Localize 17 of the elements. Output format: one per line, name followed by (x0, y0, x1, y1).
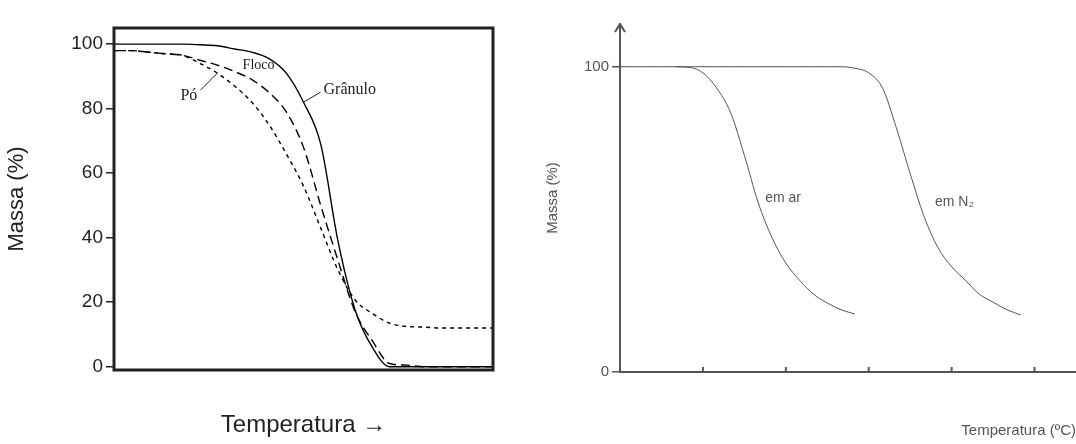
y-tick-label: 60 (81, 161, 103, 183)
y-tick-label: 0 (92, 355, 103, 377)
y-tick-label: 20 (81, 290, 103, 312)
x-axis-title: Temperatura (ºC) (961, 421, 1076, 439)
series-label: em N₂ (935, 193, 974, 210)
x-axis-title: Temperatura → (220, 410, 387, 438)
series-label: Grânulo (323, 80, 376, 98)
y-tick-label: 80 (81, 96, 103, 118)
y-tick-label: 0 (600, 362, 609, 380)
y-axis-title: Massa (%) (3, 146, 29, 252)
y-axis-title: Massa (%) (543, 162, 561, 234)
series-label: Pó (180, 86, 198, 104)
y-tick-label: 100 (71, 32, 103, 54)
series-label: Floco (242, 57, 275, 73)
series-label: em ar (765, 189, 802, 206)
y-tick-label: 40 (81, 225, 103, 247)
y-tick-label: 100 (583, 56, 609, 74)
